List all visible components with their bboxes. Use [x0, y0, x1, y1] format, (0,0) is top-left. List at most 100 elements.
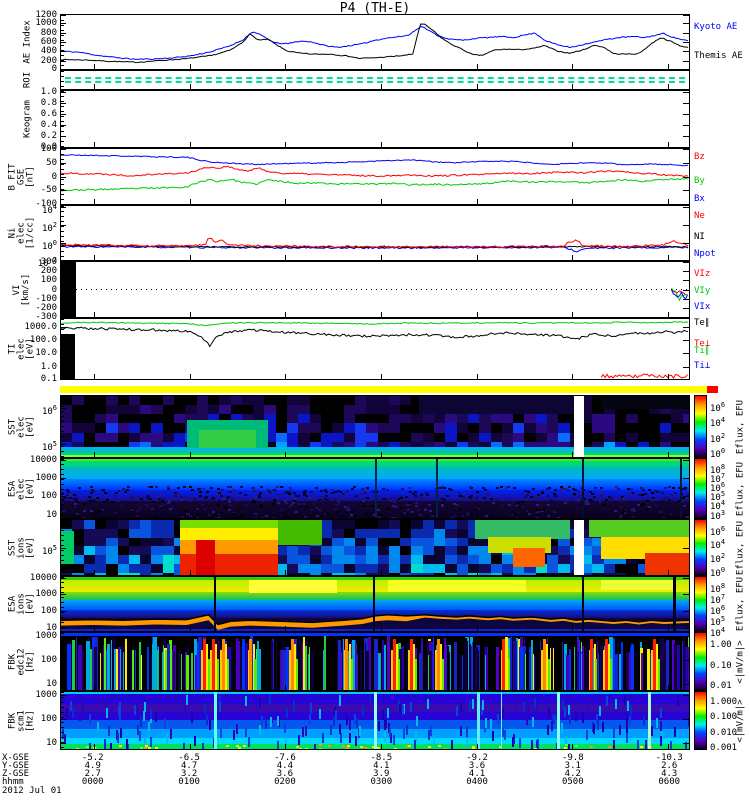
spectro-speckle	[623, 496, 627, 499]
spectro-cell	[524, 564, 537, 574]
spectro-speckle	[325, 499, 329, 502]
spectro-block	[645, 553, 689, 575]
spectro-speckle	[560, 487, 564, 490]
spectro-speckle	[466, 727, 469, 738]
spectro-cell	[467, 537, 481, 548]
spectro-speckle	[465, 738, 468, 749]
ytick-label: 10	[46, 737, 57, 748]
spectro-cell	[309, 432, 322, 443]
spectro-speckle	[460, 702, 463, 713]
spectro-speckle	[359, 726, 362, 737]
fbk-stripe	[418, 653, 423, 690]
axis-value: -7.6	[274, 753, 296, 763]
spectro-cell	[682, 414, 689, 425]
spectro-speckle	[125, 488, 129, 491]
ylabel-esa_ions: ESA ions [eV]	[7, 593, 36, 615]
spectro-cell	[490, 432, 503, 443]
fbk-stripe	[660, 638, 664, 690]
spectro-cell	[558, 572, 571, 575]
spectro-speckle	[344, 492, 348, 495]
spectro-cell	[558, 555, 571, 565]
spectro-streak	[477, 692, 480, 749]
spectro-dot	[347, 745, 351, 748]
spectro-speckle	[596, 714, 599, 725]
spectro-cell	[83, 546, 96, 557]
spectro-cell	[343, 441, 356, 452]
spectro-block	[475, 520, 570, 540]
spectro-cell	[388, 572, 402, 575]
spectro-speckle	[289, 486, 293, 489]
spectro-speckle	[377, 508, 381, 511]
spectro-cell	[524, 432, 537, 443]
spectro-speckle	[546, 504, 550, 507]
spectro-speckle	[583, 493, 587, 496]
panel-sst_elec	[60, 395, 690, 458]
spectro-dot	[371, 745, 375, 748]
spectro-speckle	[671, 513, 675, 516]
spectro-cell	[524, 414, 537, 425]
spectro-speckle	[179, 496, 183, 499]
spectro-speckle	[685, 741, 688, 749]
spectro-speckle	[135, 701, 138, 712]
spectro-speckle	[535, 513, 539, 516]
fbk-stripe	[106, 644, 111, 690]
time-ticks	[61, 746, 689, 749]
spectro-speckle	[346, 508, 350, 511]
spectro-speckle	[316, 514, 320, 517]
spectro-speckle	[235, 723, 238, 734]
ytick-mark	[60, 279, 66, 281]
spectro-cell	[547, 572, 560, 575]
spectro-speckle	[330, 488, 334, 491]
spectro-speckle	[457, 491, 461, 494]
spectro-speckle	[386, 707, 389, 718]
ytick-mark	[60, 299, 66, 301]
spectro-speckle	[677, 695, 680, 706]
spectro-cell	[128, 432, 142, 443]
legend-te: Te⊥	[694, 338, 711, 349]
spectro-speckle	[91, 498, 95, 501]
spectro-cell	[106, 423, 119, 434]
spectro-speckle	[390, 733, 393, 744]
hour-tick	[476, 312, 478, 317]
spectro-speckle	[440, 497, 444, 500]
fbk-stripe	[578, 640, 581, 690]
spectro-speckle	[562, 487, 566, 490]
spectro-speckle	[149, 490, 153, 493]
spectro-cell	[445, 555, 458, 565]
axis-value: 4.1	[373, 761, 390, 771]
spectro-cell	[377, 396, 390, 407]
spectro-cell	[501, 432, 515, 443]
panel-ni	[60, 205, 690, 261]
spectro-cell	[422, 441, 436, 452]
ytick-mark	[683, 102, 689, 104]
spectro-cell	[72, 520, 85, 530]
spectro-speckle	[621, 512, 625, 515]
spectro-cell	[377, 546, 390, 557]
axis-row-label-y-gse: Y-GSE	[2, 761, 30, 771]
spectro-speckle	[75, 500, 79, 503]
spectro-speckle	[97, 721, 100, 732]
spectro-speckle	[331, 491, 334, 494]
spectro-speckle	[315, 486, 319, 489]
spectro-cell	[83, 537, 96, 548]
ytick-mark	[683, 353, 689, 355]
fbk-stripe	[600, 645, 603, 690]
spectro-speckle	[511, 514, 515, 517]
spectro-speckle	[229, 503, 233, 506]
spectro-cell	[140, 396, 153, 407]
spectro-cell	[207, 414, 221, 425]
spectro-speckle	[624, 694, 627, 705]
spectro-dot	[304, 748, 308, 749]
spectro-cell	[219, 396, 232, 407]
spectro-speckle	[601, 722, 604, 733]
spectro-cell	[83, 423, 96, 434]
spectro-speckle	[169, 502, 173, 505]
minor-ticks-left	[61, 577, 64, 631]
ytick-label: 10	[46, 678, 57, 689]
spectro-speckle	[237, 508, 241, 511]
spectro-speckle	[533, 496, 537, 499]
fbk-stripe	[99, 653, 101, 690]
spectro-speckle	[319, 499, 323, 502]
spectro-cell	[513, 441, 526, 452]
fbk-stripe	[613, 637, 615, 690]
